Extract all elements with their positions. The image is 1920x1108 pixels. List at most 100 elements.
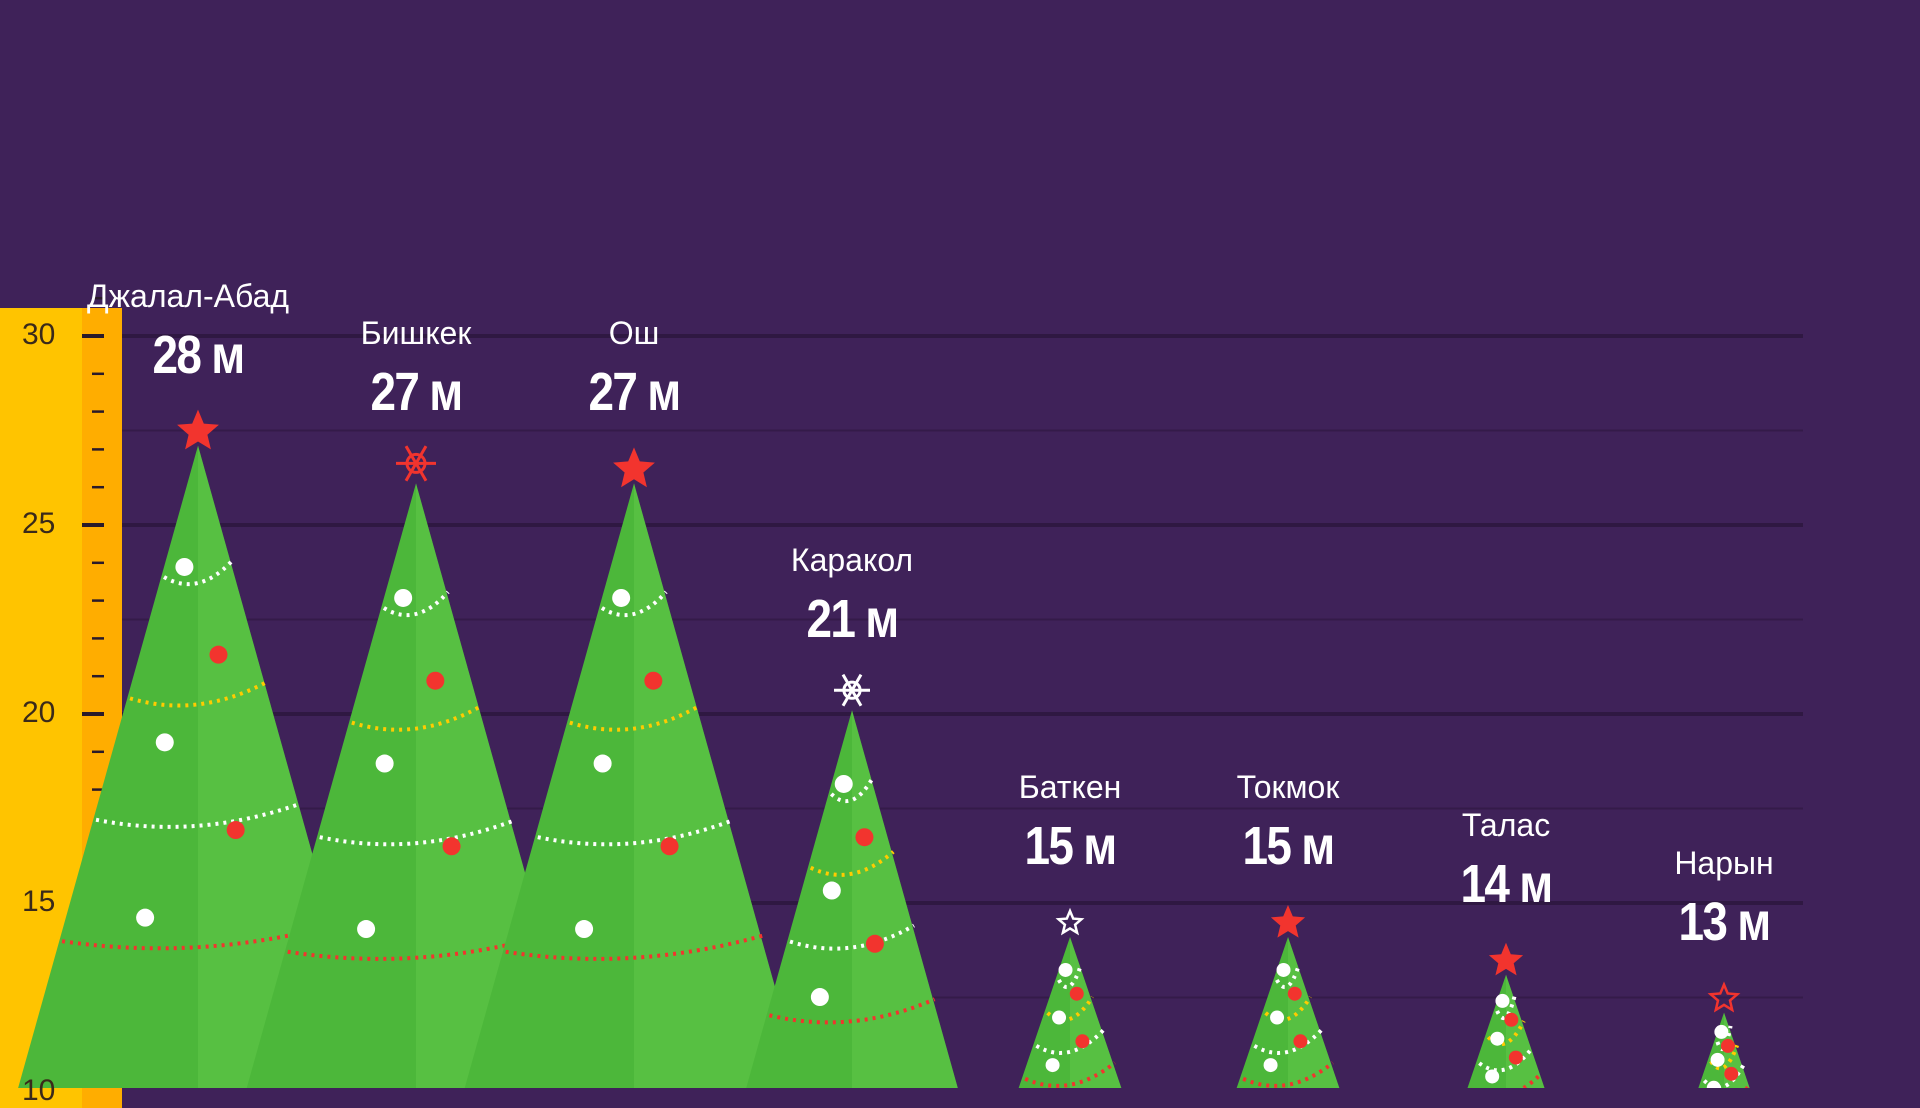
garland xyxy=(1486,1020,1526,1047)
ornament xyxy=(1508,1050,1523,1065)
garland xyxy=(569,704,700,732)
y-tick-label: 20 xyxy=(22,696,56,729)
star-icon xyxy=(177,409,219,450)
ornament xyxy=(1270,1010,1285,1025)
garland xyxy=(537,819,731,847)
ornament xyxy=(1495,993,1510,1008)
height-value-label: 21 м xyxy=(806,589,900,650)
garland xyxy=(505,933,763,961)
ornament xyxy=(810,988,829,1007)
tree-shade xyxy=(416,483,586,1088)
garland xyxy=(1024,1061,1117,1088)
tree-shade xyxy=(852,710,958,1088)
tree-1 xyxy=(246,445,586,1088)
height-value-label: 27 м xyxy=(588,362,682,423)
height-value-label: 13 м xyxy=(1678,891,1772,952)
city-label: Ош xyxy=(608,315,660,352)
ornament xyxy=(644,671,663,690)
y-tick-label: 30 xyxy=(22,318,56,351)
garland xyxy=(1264,995,1313,1022)
tree-6 xyxy=(1467,942,1545,1088)
garland xyxy=(95,801,301,829)
ornament xyxy=(865,934,884,953)
garland xyxy=(1275,963,1302,990)
ornament xyxy=(1069,986,1084,1001)
ornament xyxy=(209,645,228,664)
city-label: Бишкек xyxy=(360,315,472,352)
height-value-label: 15 м xyxy=(1024,816,1118,876)
snowflake-ring xyxy=(842,680,862,700)
garland xyxy=(351,704,482,732)
garland xyxy=(129,680,267,708)
tree-shade xyxy=(1506,974,1545,1088)
ornament xyxy=(357,920,376,939)
ornament xyxy=(1724,1066,1739,1081)
city-label: Талас xyxy=(1461,806,1551,843)
ornament xyxy=(1504,1012,1519,1027)
ornament xyxy=(822,881,841,900)
city-label: Нарын xyxy=(1674,844,1774,881)
snowflake-icon xyxy=(396,445,436,482)
ornament xyxy=(612,588,631,607)
garland xyxy=(600,590,668,618)
ornament xyxy=(155,733,174,752)
height-value-label: 27 м xyxy=(370,362,464,423)
garland xyxy=(1035,1028,1106,1055)
ornament xyxy=(226,821,245,840)
snowflake-ring xyxy=(405,452,427,474)
garland xyxy=(1709,1044,1740,1071)
star-icon xyxy=(1270,905,1306,938)
star-icon xyxy=(613,447,655,488)
garland xyxy=(1057,963,1084,990)
star-icon xyxy=(1488,942,1524,976)
garland xyxy=(319,819,513,847)
height-value-label: 14 м xyxy=(1460,853,1554,914)
tree-shade xyxy=(1070,937,1122,1088)
tree-3 xyxy=(746,673,958,1088)
garland xyxy=(61,923,335,951)
y-tick-label: 15 xyxy=(22,885,56,918)
garland xyxy=(1715,1025,1733,1052)
ornament xyxy=(834,774,853,793)
garland xyxy=(162,559,234,587)
garland xyxy=(1242,1061,1335,1088)
ornament xyxy=(1714,1024,1729,1039)
garland xyxy=(1495,994,1517,1021)
y-tick-label: 25 xyxy=(22,507,56,540)
outline-star-icon xyxy=(1707,981,1741,1013)
ornament xyxy=(394,588,413,607)
snowflake-icon xyxy=(834,673,870,707)
ornament xyxy=(175,557,194,576)
ornament xyxy=(1710,1052,1725,1067)
garland xyxy=(789,923,915,951)
ornament xyxy=(1263,1058,1278,1073)
tree-5 xyxy=(1236,905,1340,1088)
ornament xyxy=(1075,1034,1090,1049)
ornament xyxy=(1485,1069,1500,1084)
ornament xyxy=(1287,986,1302,1001)
tree-2 xyxy=(464,447,804,1088)
ornament xyxy=(593,754,612,773)
city-label: Баткен xyxy=(1018,769,1122,805)
ornament xyxy=(1045,1058,1060,1073)
garland xyxy=(1253,1028,1324,1055)
city-label: Каракол xyxy=(790,542,914,579)
outline-star-icon xyxy=(1055,907,1085,936)
ornament xyxy=(442,837,461,856)
ornament xyxy=(1058,962,1073,977)
city-label: Токмок xyxy=(1236,769,1340,805)
tree-7 xyxy=(1698,981,1752,1088)
ornament xyxy=(660,837,679,856)
ornament xyxy=(1706,1080,1721,1088)
height-value-label: 28 м xyxy=(152,324,246,385)
height-value-label: 15 м xyxy=(1242,816,1336,876)
tree-4 xyxy=(1018,907,1122,1088)
tree-shade xyxy=(1288,937,1340,1088)
ornament xyxy=(575,920,594,939)
garland xyxy=(1046,995,1095,1022)
ornament xyxy=(1720,1038,1735,1053)
ornament xyxy=(1276,962,1291,977)
ornament xyxy=(375,754,394,773)
